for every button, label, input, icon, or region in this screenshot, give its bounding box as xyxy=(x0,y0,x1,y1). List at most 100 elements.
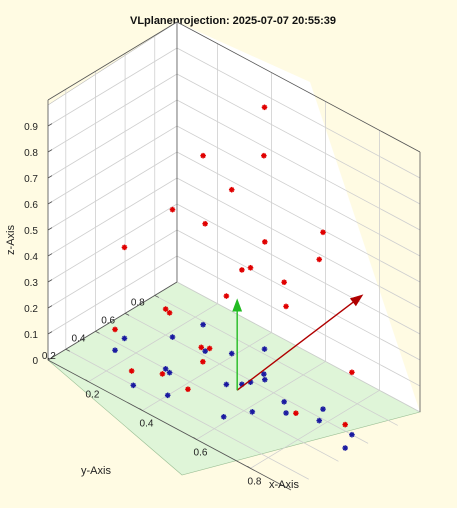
z-tick-label: 0.5 xyxy=(24,226,38,237)
projected-point xyxy=(169,334,176,340)
projected-point xyxy=(249,409,256,415)
data-point xyxy=(293,410,299,416)
x-tick-mark xyxy=(139,408,143,411)
z-tick-label: 0.9 xyxy=(24,122,38,133)
y-axis-label: y-Axis xyxy=(81,465,111,477)
axis-edge xyxy=(47,21,178,101)
grid-line xyxy=(250,389,380,469)
projected-point xyxy=(228,350,235,357)
data-point xyxy=(342,421,348,428)
x-tick-label: 0.2 xyxy=(86,390,100,401)
y-tick-label: 0.2 xyxy=(42,351,56,362)
data-point xyxy=(349,369,355,376)
projected-point xyxy=(262,376,268,383)
projected-point xyxy=(281,399,287,405)
z-tick-label: 0.7 xyxy=(24,174,38,185)
data-point xyxy=(185,386,191,393)
z-tick-label: 0 xyxy=(32,356,38,367)
x-tick-mark xyxy=(247,466,251,469)
grid-line xyxy=(88,303,218,383)
data-point xyxy=(121,244,128,251)
x-tick-label: 0.8 xyxy=(248,476,262,487)
x-axis-label: x-Axis xyxy=(269,479,299,491)
projected-point xyxy=(220,414,227,420)
z-tick-mark xyxy=(47,357,53,361)
projected-point xyxy=(261,346,268,352)
data-point xyxy=(223,293,230,299)
z-tick-mark xyxy=(47,201,53,205)
y-tick-mark xyxy=(95,330,100,334)
data-point xyxy=(281,279,287,286)
grid-line xyxy=(47,125,178,205)
grid-line xyxy=(47,73,178,153)
grid-line xyxy=(47,255,178,335)
data-point xyxy=(206,345,213,352)
grid-line xyxy=(47,47,178,127)
projected-point xyxy=(166,369,173,376)
data-markers xyxy=(112,104,355,451)
projected-point xyxy=(349,431,355,438)
data-point xyxy=(112,326,118,333)
projected-point xyxy=(316,417,323,424)
data-point xyxy=(200,152,206,159)
z-tick-label: 0.4 xyxy=(24,252,38,263)
z-tick-mark xyxy=(47,123,53,127)
projected-point xyxy=(200,321,206,328)
z-tick-mark xyxy=(47,253,53,257)
y-tick-mark xyxy=(154,295,159,298)
projected-point xyxy=(162,366,169,372)
y-tick-mark xyxy=(124,313,130,316)
chart-title: VLplaneprojection: 2025-07-07 20:55:39 xyxy=(130,15,336,27)
data-point xyxy=(159,371,166,377)
projected-point xyxy=(261,371,267,377)
data-point xyxy=(320,229,326,236)
data-point xyxy=(316,256,323,263)
projected-point xyxy=(164,392,171,399)
z-tick-label: 0.3 xyxy=(24,278,38,289)
grid-line xyxy=(124,313,369,444)
vectors xyxy=(232,294,364,391)
direction-vector-arrow xyxy=(236,294,364,391)
grid-line xyxy=(95,330,339,462)
grid-line xyxy=(142,332,272,411)
data-point xyxy=(283,303,289,310)
z-axis-ticks: 0 0.1 0.2 0.3 0.4 0.5 0.6 0.7 0.8 0.9 xyxy=(24,122,53,367)
grid-line xyxy=(47,151,178,231)
projected-point xyxy=(223,381,230,388)
y-axis-ticks: 0.2 0.4 0.6 0.8 xyxy=(42,295,159,362)
grid-line xyxy=(47,229,178,309)
z-tick-mark xyxy=(47,149,53,153)
data-point xyxy=(262,239,268,245)
x-tick-mark xyxy=(85,379,89,382)
y-tick-mark xyxy=(65,348,70,352)
data-point xyxy=(166,310,173,316)
y-tick-label: 0.4 xyxy=(72,333,86,344)
projected-point xyxy=(342,445,348,451)
projected-point xyxy=(130,382,137,389)
data-point xyxy=(200,358,206,365)
data-point xyxy=(261,104,268,111)
y-tick-label: 0.6 xyxy=(101,315,115,326)
data-point xyxy=(228,186,235,193)
z-tick-label: 0.2 xyxy=(24,304,38,315)
data-point xyxy=(198,344,205,351)
normal-vector-arrow xyxy=(232,298,243,391)
z-tick-mark xyxy=(47,227,53,231)
grid-line xyxy=(196,361,326,440)
z-tick-mark xyxy=(47,279,53,283)
projected-point xyxy=(121,335,128,342)
y-tick-label: 0.8 xyxy=(131,297,145,308)
grid-line xyxy=(47,99,178,179)
z-tick-label: 0.8 xyxy=(24,148,38,159)
projected-point xyxy=(283,410,289,416)
projected-point xyxy=(112,347,118,354)
data-point xyxy=(128,368,135,374)
data-point xyxy=(261,152,267,159)
data-point xyxy=(162,306,169,312)
z-tick-mark xyxy=(47,305,53,309)
projected-point xyxy=(202,348,208,354)
axis-edge xyxy=(176,21,421,153)
x-tick-label: 0.4 xyxy=(140,419,154,430)
x-axis-ticks: 0.2 0.4 0.6 0.8 xyxy=(85,379,262,487)
